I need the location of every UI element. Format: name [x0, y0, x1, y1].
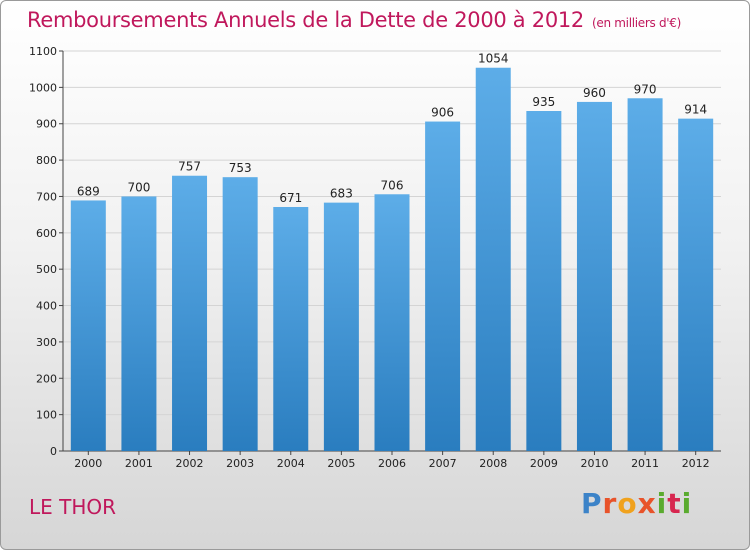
data-label-2007: 906 [431, 106, 454, 120]
x-tick-label-2008: 2008 [479, 457, 507, 470]
y-tick-label: 500 [36, 263, 57, 276]
x-tick-label-2006: 2006 [378, 457, 406, 470]
bar-2005 [323, 202, 359, 451]
data-label-2003: 753 [229, 161, 252, 175]
bar-2003 [222, 177, 258, 451]
data-label-2001: 700 [127, 180, 150, 194]
x-tick-label-2003: 2003 [226, 457, 254, 470]
y-tick-label: 100 [36, 409, 57, 422]
y-tick-label: 300 [36, 336, 57, 349]
y-tick-label: 200 [36, 372, 57, 385]
x-tick-label-2011: 2011 [631, 457, 659, 470]
city-name: LE THOR [29, 495, 117, 519]
data-label-2008: 1054 [478, 52, 509, 66]
y-tick-label: 1100 [29, 45, 57, 58]
x-tick-label-2012: 2012 [682, 457, 710, 470]
data-label-2006: 706 [381, 178, 404, 192]
bar-2012 [678, 118, 714, 452]
bar-2006 [374, 194, 410, 452]
x-tick-label-2010: 2010 [580, 457, 608, 470]
x-tick-label-2000: 2000 [74, 457, 102, 470]
data-label-2011: 970 [634, 82, 657, 96]
proxiti-logo: Proxiti [581, 487, 693, 520]
y-tick-label: 0 [50, 445, 57, 458]
data-label-2002: 757 [178, 160, 201, 174]
data-label-2000: 689 [77, 184, 100, 198]
bar-2001 [121, 196, 157, 451]
data-label-2005: 683 [330, 187, 353, 201]
y-tick-label: 600 [36, 227, 57, 240]
x-tick-label-2002: 2002 [176, 457, 204, 470]
x-tick-label-2001: 2001 [125, 457, 153, 470]
bar-2009 [526, 111, 562, 451]
y-tick-label: 900 [36, 118, 57, 131]
chart-title: Remboursements Annuels de la Dette de 20… [27, 8, 681, 32]
x-tick-label-2007: 2007 [429, 457, 457, 470]
bar-2008 [475, 67, 511, 452]
bar-2011 [627, 98, 663, 451]
y-tick-label: 700 [36, 190, 57, 203]
data-label-2009: 935 [532, 95, 555, 109]
bar-2000 [70, 200, 106, 451]
bar-2007 [425, 121, 461, 451]
bar-2004 [273, 207, 309, 451]
data-label-2012: 914 [684, 103, 707, 117]
x-tick-label-2005: 2005 [327, 457, 355, 470]
y-tick-label: 800 [36, 154, 57, 167]
bar-2010 [576, 101, 612, 451]
y-tick-label: 1000 [29, 81, 57, 94]
chart-title-text: Remboursements Annuels de la Dette de 20… [27, 8, 584, 32]
x-tick-label-2004: 2004 [277, 457, 305, 470]
y-tick-label: 400 [36, 300, 57, 313]
chart-unit: (en milliers d'€) [592, 16, 682, 30]
bar-2002 [172, 175, 208, 451]
data-label-2004: 671 [279, 191, 302, 205]
x-tick-label-2009: 2009 [530, 457, 558, 470]
data-label-2010: 960 [583, 86, 606, 100]
